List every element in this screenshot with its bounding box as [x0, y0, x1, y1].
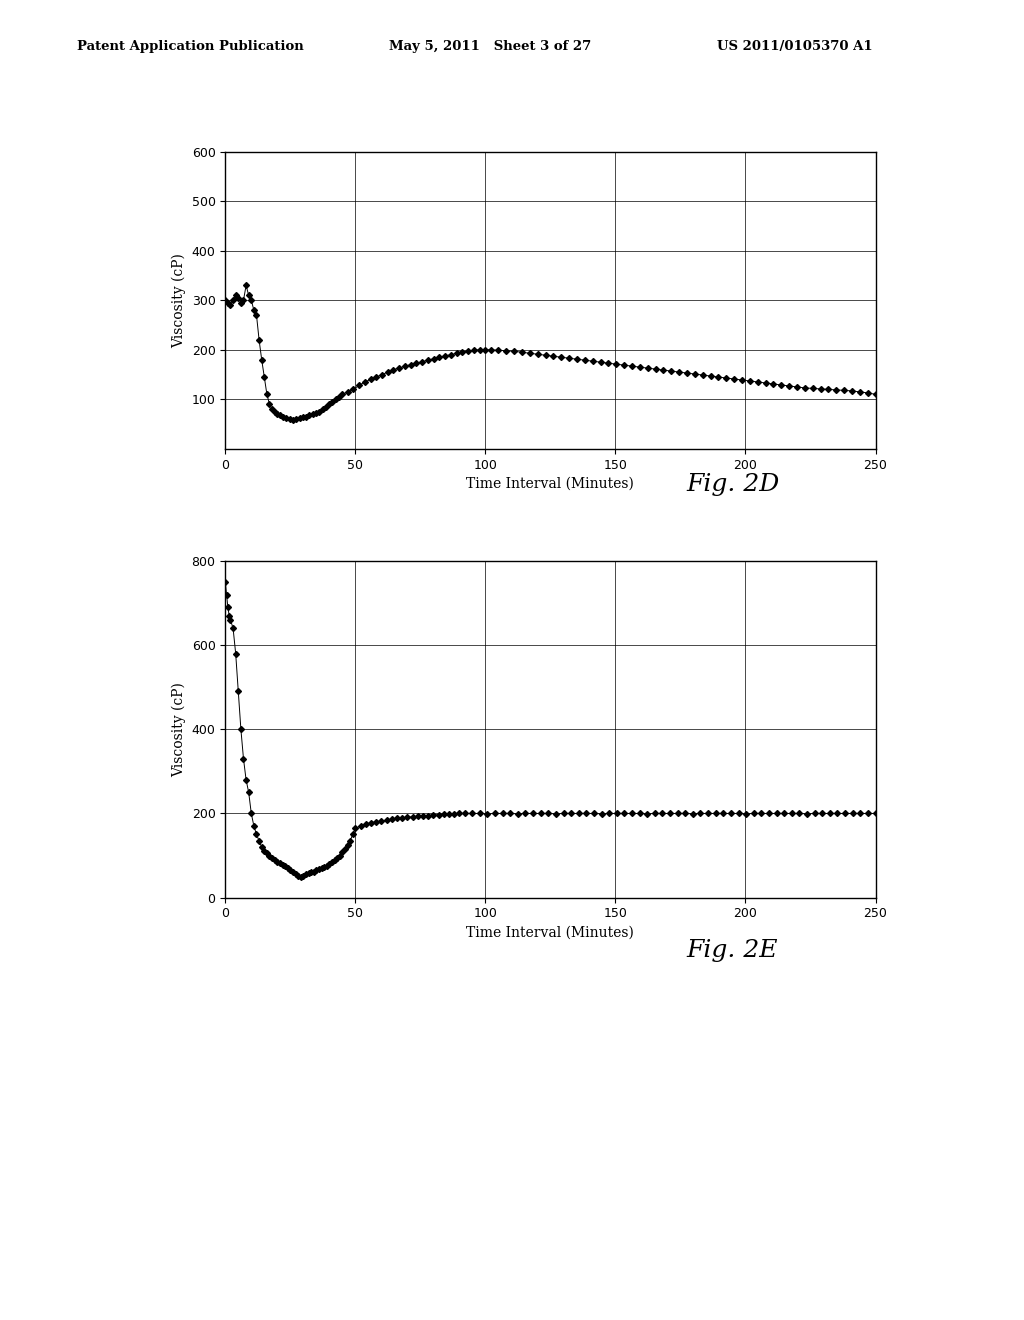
Text: US 2011/0105370 A1: US 2011/0105370 A1 — [717, 40, 872, 53]
Text: Fig. 2E: Fig. 2E — [686, 939, 777, 962]
Text: Fig. 2D: Fig. 2D — [686, 473, 779, 496]
Y-axis label: Viscosity (cP): Viscosity (cP) — [172, 253, 186, 347]
Text: Patent Application Publication: Patent Application Publication — [77, 40, 303, 53]
X-axis label: Time Interval (Minutes): Time Interval (Minutes) — [467, 477, 634, 491]
Text: May 5, 2011   Sheet 3 of 27: May 5, 2011 Sheet 3 of 27 — [389, 40, 592, 53]
Y-axis label: Viscosity (cP): Viscosity (cP) — [172, 682, 186, 776]
X-axis label: Time Interval (Minutes): Time Interval (Minutes) — [467, 925, 634, 940]
